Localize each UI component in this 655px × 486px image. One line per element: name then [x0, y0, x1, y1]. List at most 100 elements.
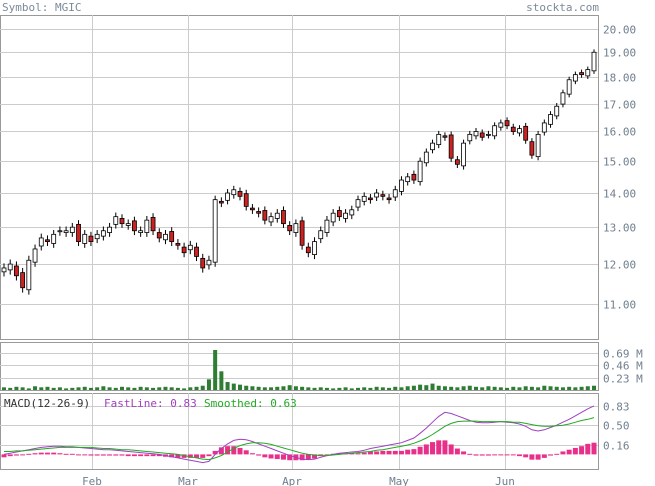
- macd-histogram-bar: [100, 454, 106, 456]
- candle-body: [150, 216, 156, 232]
- volume-bar: [505, 387, 510, 390]
- candle-body: [20, 272, 26, 289]
- symbol-label: Symbol: MGIC: [2, 1, 82, 14]
- volume-bar: [318, 387, 323, 390]
- volume-bar: [194, 386, 199, 390]
- macd-histogram-bar: [442, 440, 448, 455]
- macd-histogram-bar: [579, 446, 585, 455]
- macd-histogram-bar: [585, 443, 591, 455]
- candle-body: [200, 257, 206, 269]
- volume-bar: [225, 382, 230, 390]
- candle-body: [442, 135, 448, 138]
- volume-bar: [567, 386, 572, 390]
- candle-body: [94, 233, 100, 240]
- macd-histogram-bar: [554, 453, 560, 455]
- volume-bar: [300, 386, 305, 390]
- macd-histogram-bar: [312, 454, 318, 459]
- candle-body: [113, 216, 119, 225]
- macd-histogram-bar: [454, 448, 460, 455]
- volume-bar: [287, 385, 292, 390]
- macd-histogram-bar: [249, 453, 255, 455]
- candle-body: [262, 210, 268, 221]
- macd-histogram-bar: [20, 454, 26, 456]
- macd-histogram-bar: [541, 454, 547, 458]
- macd-histogram-bar: [299, 454, 305, 461]
- volume-bar: [206, 379, 211, 390]
- macd-histogram-bar: [256, 454, 262, 456]
- macd-tick-label: 0.16: [603, 440, 630, 453]
- macd-histogram-bar: [560, 451, 566, 455]
- candle-body: [268, 216, 274, 223]
- candle-body: [486, 133, 491, 136]
- volume-bar: [536, 387, 541, 390]
- candle-body: [32, 248, 38, 263]
- candle-body: [243, 193, 249, 207]
- macd-smoothed-line: [4, 417, 595, 461]
- macd-histogram-bar: [107, 454, 113, 456]
- macd-histogram-bar: [492, 454, 498, 456]
- macd-histogram-bar: [504, 454, 510, 456]
- volume-bar: [163, 386, 168, 390]
- x-tick-label: Mar: [178, 475, 198, 486]
- macd-histogram-bar: [51, 452, 57, 455]
- site-label[interactable]: stockta.com: [526, 1, 599, 14]
- macd-histogram-bar: [225, 446, 231, 455]
- candle-body: [231, 189, 237, 196]
- macd-histogram-bar: [405, 449, 411, 455]
- volume-bar: [343, 387, 348, 390]
- candle-body: [138, 230, 144, 233]
- volume-bar: [169, 387, 174, 390]
- volume-bar: [529, 386, 534, 390]
- macd-histogram-bar: [38, 452, 44, 455]
- macd-histogram-bar: [187, 454, 193, 458]
- volume-bar: [418, 384, 423, 390]
- macd-tick-label: 0.50: [603, 420, 630, 433]
- macd-histogram-bar: [448, 444, 454, 455]
- volume-bar: [387, 387, 392, 390]
- candle-body: [299, 220, 305, 246]
- candle-body: [498, 122, 504, 128]
- candle-body: [76, 223, 81, 242]
- candle-body: [399, 179, 404, 192]
- candle-body: [156, 232, 162, 239]
- candle-body: [430, 142, 435, 151]
- volume-bar: [405, 386, 410, 390]
- volume-bar: [70, 387, 75, 390]
- candle-body: [349, 209, 355, 216]
- macd-histogram-bar: [206, 454, 212, 457]
- candle-body: [585, 69, 591, 77]
- macd-fastline-label: FastLine: 0.83: [104, 397, 197, 410]
- volume-bar: [8, 387, 13, 390]
- price-tick-label: 11.00: [603, 299, 636, 312]
- volume-bar: [275, 386, 280, 390]
- macd-histogram-bar: [181, 454, 187, 458]
- candle-body: [355, 199, 361, 208]
- volume-bar: [175, 387, 180, 390]
- volume-bar: [560, 387, 565, 390]
- candle-body: [374, 192, 380, 198]
- macd-histogram-bar: [479, 454, 485, 456]
- macd-histogram-bar: [523, 454, 529, 458]
- volume-bar: [138, 386, 143, 390]
- volume-bar: [244, 385, 249, 390]
- volume-bar: [374, 386, 379, 390]
- candle-body: [529, 141, 535, 156]
- candle-body: [63, 230, 69, 233]
- volume-bar: [554, 386, 559, 390]
- volume-bar: [324, 387, 329, 390]
- price-tick-label: 18.00: [603, 72, 636, 85]
- candle-body: [380, 194, 386, 197]
- candle-body: [392, 189, 398, 198]
- volume-bar: [238, 384, 242, 390]
- macd-histogram-bar: [76, 454, 82, 456]
- volume-bar: [337, 387, 342, 390]
- volume-bar: [474, 386, 478, 390]
- price-tick-label: 13.00: [603, 222, 636, 235]
- candle-body: [343, 212, 348, 219]
- candle-body: [225, 192, 230, 201]
- candle-body: [119, 218, 125, 225]
- macd-histogram-bar: [26, 453, 32, 455]
- volume-bar: [573, 387, 578, 390]
- volume-bar: [281, 386, 286, 390]
- macd-histogram-bar: [510, 454, 516, 456]
